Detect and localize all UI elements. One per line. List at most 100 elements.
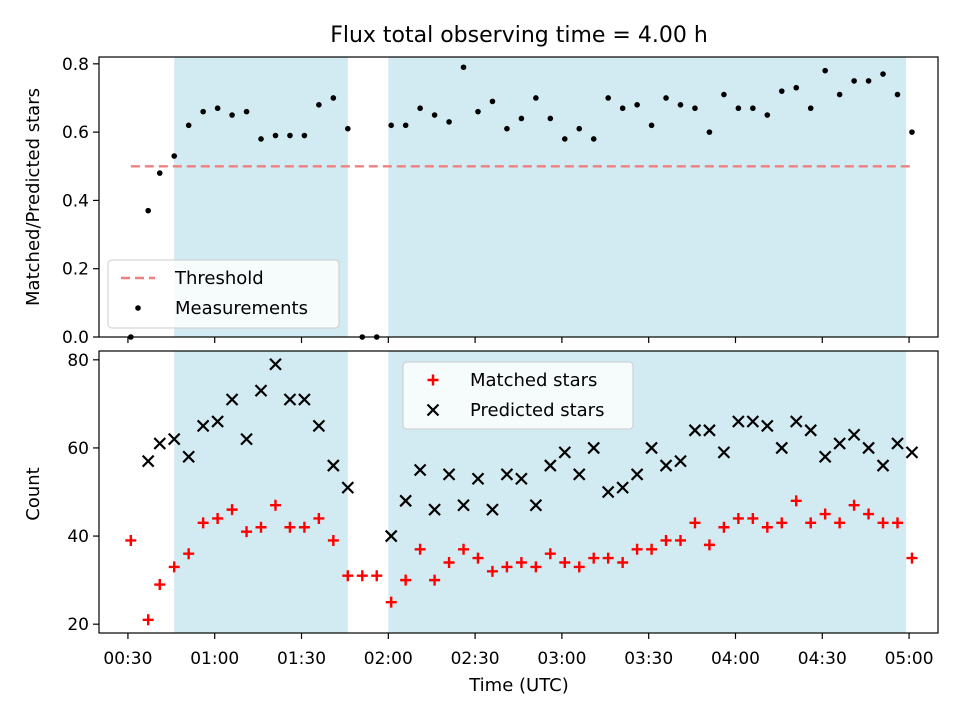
panel-1-series-1-point [789, 415, 803, 428]
panel-0-y-tick-label: 0.8 [62, 55, 89, 75]
panel-0-series-1-point [316, 102, 322, 108]
panel-1-series-1-point [298, 393, 311, 406]
panel-1-series-1-point [572, 468, 586, 481]
panel-1-series-1-point [225, 393, 239, 406]
panel-1-series-1-point [341, 481, 355, 494]
panel-0-series-1-point [547, 115, 554, 122]
panel-1-observing-window-0 [174, 351, 348, 633]
panel-1-series-0-point [761, 521, 773, 533]
panel-1-series-0-point [848, 499, 860, 511]
panel-0-series-1-point [590, 136, 597, 142]
panel-0-series-1-point [735, 105, 742, 112]
panel-1-series-0-point [891, 517, 903, 529]
panel-1-series-0-point [371, 570, 383, 582]
panel-1-y-tick-label: 60 [67, 439, 89, 459]
x-tick-label: 05:00 [885, 649, 934, 669]
panel-0-series-1-point [489, 98, 496, 105]
panel-1-series-1-point [587, 441, 600, 455]
panel-1-series-0-point [747, 512, 759, 524]
panel-1-series-1-point [457, 498, 470, 512]
panel-0-series-1-point [301, 132, 308, 139]
panel-1-series-0-point [718, 521, 730, 533]
panel-1-series-0-point [646, 543, 658, 555]
panel-1-series-0-point [805, 517, 817, 529]
panel-0-series-1-point [431, 112, 438, 118]
panel-1-series-0-point [776, 517, 788, 529]
panel-0-series-1-point [388, 122, 395, 129]
panel-0-series-1-point [171, 153, 178, 159]
panel-0-series-1-point [446, 119, 452, 125]
panel-1-series-0-point [515, 557, 527, 568]
panel-0-series-1-point [330, 95, 337, 101]
panel-1-series-0-point [212, 512, 224, 524]
x-tick-label: 01:00 [190, 649, 239, 669]
panel-1-series-1-point [818, 450, 832, 464]
panel-0-series-1-point [287, 132, 293, 139]
panel-1-series-0-point [241, 526, 253, 538]
panel-0-series-1-point [200, 108, 206, 115]
panel-1-series-0-point [142, 614, 154, 626]
panel-0-series-1-point [518, 115, 525, 122]
panel-1-series-1-point [703, 424, 716, 437]
panel-0-series-1-point [145, 207, 151, 214]
panel-1-series-0-point [790, 495, 802, 507]
panel-0-series-1-point [793, 84, 800, 91]
panel-0-series-1-point [822, 67, 828, 74]
panel-1-series-0-point [472, 552, 484, 564]
panel-1-series-0-point [125, 534, 137, 546]
panel-1-series-1-point [804, 424, 817, 437]
x-tick-label: 04:30 [798, 649, 847, 669]
panel-1-series-0-point [443, 557, 455, 568]
panel-0-series-1-point [576, 125, 583, 132]
x-tick-label: 00:30 [103, 649, 152, 669]
panel-0-series-1-point [865, 78, 872, 84]
panel-0-series-1-point [692, 105, 698, 112]
panel-1-series-1-point [254, 384, 268, 397]
panel-0-series-1-point [706, 129, 713, 135]
panel-1-series-1-point [283, 393, 297, 406]
panel-1-series-0-point [863, 508, 875, 520]
panel-1-y-tick-label: 40 [67, 527, 89, 547]
panel-1-series-0-point [255, 521, 267, 533]
panel-1-series-1-point [688, 424, 702, 437]
panel-1-series-0-point [269, 499, 281, 511]
panel-1-series-0-point [226, 504, 238, 516]
panel-1-y-tick-label: 80 [67, 351, 89, 371]
panel-0-legend-label-1: Measurements [175, 298, 308, 319]
panel-1-series-1-point [544, 459, 557, 472]
panel-0-series-1-point [533, 95, 539, 101]
panel-0-series-1-point [345, 125, 351, 132]
panel-1-series-1-point [153, 437, 167, 450]
panel-0-series-1-point [807, 105, 814, 112]
panel-1-series-0-point [168, 561, 180, 573]
panel-0-series-1-point [475, 108, 481, 115]
panel-1-series-0-point [675, 534, 687, 546]
panel-0-observing-window-1 [388, 57, 907, 337]
panel-1-series-0-point [906, 552, 918, 564]
panel-1-series-1-point [833, 437, 846, 450]
panel-0-series-1-point [214, 105, 221, 112]
panel-1-series-1-point [630, 468, 644, 481]
panel-1-series-1-point [240, 432, 253, 446]
panel-0-series-1-point [504, 125, 510, 132]
panel-0-series-1-point [417, 105, 423, 112]
x-tick-label: 02:00 [364, 649, 413, 669]
panel-0-series-1-point [258, 136, 264, 142]
panel-1-series-0-point [356, 570, 368, 582]
panel-0-series-1-point [778, 88, 785, 94]
panel-0-series-1-point [721, 91, 727, 98]
x-axis-label: Time (UTC) [468, 675, 569, 696]
panel-1-series-1-point [515, 472, 528, 486]
panel-0-series-1-point [460, 64, 467, 71]
panel-1-series-1-point [558, 446, 572, 459]
panel-1-series-1-point [384, 529, 398, 543]
panel-1-series-1-point [196, 419, 210, 433]
panel-1-series-1-point [862, 441, 875, 455]
panel-0-y-tick-label: 0.6 [62, 123, 89, 143]
panel-1-series-1-point [761, 419, 774, 433]
panel-1-series-0-point [327, 534, 339, 546]
panel-1-series-1-point [486, 503, 499, 516]
panel-1-series-0-point [530, 561, 542, 573]
panel-0-series-1-point [663, 95, 669, 101]
panel-1-series-1-point [399, 494, 412, 508]
